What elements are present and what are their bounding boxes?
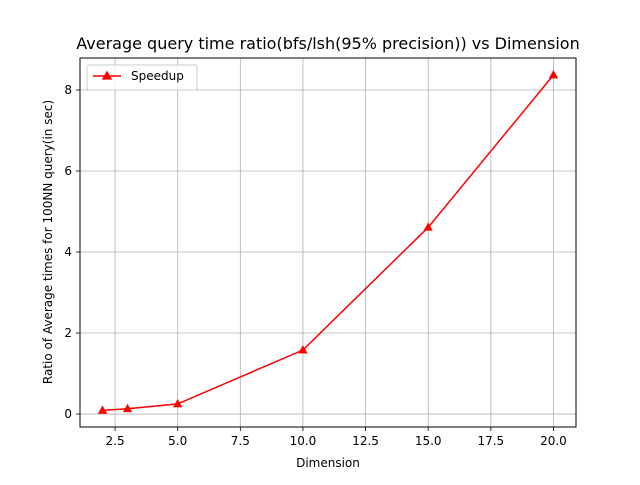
y-axis-label: Ratio of Average times for 100NN query(i…	[41, 100, 55, 384]
legend-marker	[101, 70, 113, 80]
legend-box	[86, 64, 198, 91]
data-point-speedup	[97, 405, 108, 414]
legend: Speedup	[86, 64, 198, 91]
series-line-speedup	[102, 74, 555, 412]
legend-label-speedup: Speedup	[131, 69, 184, 83]
x-axis: 2.5 5.0 7.5 10.0 12.5 15.0 17.5 20.0	[106, 427, 567, 448]
x-tick-label: 2.5	[106, 434, 125, 448]
plot-area	[80, 58, 576, 427]
chart-title: Average query time ratio(bfs/lsh(95% pre…	[76, 34, 579, 53]
series-layer	[97, 69, 559, 414]
y-tick-label: 4	[64, 245, 72, 259]
x-tick-label: 5.0	[168, 434, 187, 448]
data-point-speedup	[298, 345, 308, 354]
data-point-speedup	[423, 222, 433, 231]
y-tick-label: 6	[64, 164, 72, 178]
x-tick-label: 10.0	[290, 434, 317, 448]
x-tick-label: 12.5	[352, 434, 379, 448]
x-tick-label: 15.0	[415, 434, 442, 448]
grid-lines	[80, 58, 576, 427]
x-tick-label: 7.5	[231, 434, 250, 448]
y-tick-label: 8	[64, 83, 72, 97]
data-point-speedup	[172, 398, 183, 408]
x-tick-label: 17.5	[477, 434, 504, 448]
plot-frame	[79, 57, 577, 428]
x-axis-label: Dimension	[296, 456, 360, 470]
x-tick-label: 20.0	[540, 434, 567, 448]
data-point-speedup	[548, 69, 559, 79]
data-point-speedup	[122, 403, 133, 413]
y-axis: 0 2 4 6 8	[64, 83, 80, 421]
y-tick-label: 2	[64, 326, 72, 340]
y-tick-label: 0	[64, 407, 72, 421]
